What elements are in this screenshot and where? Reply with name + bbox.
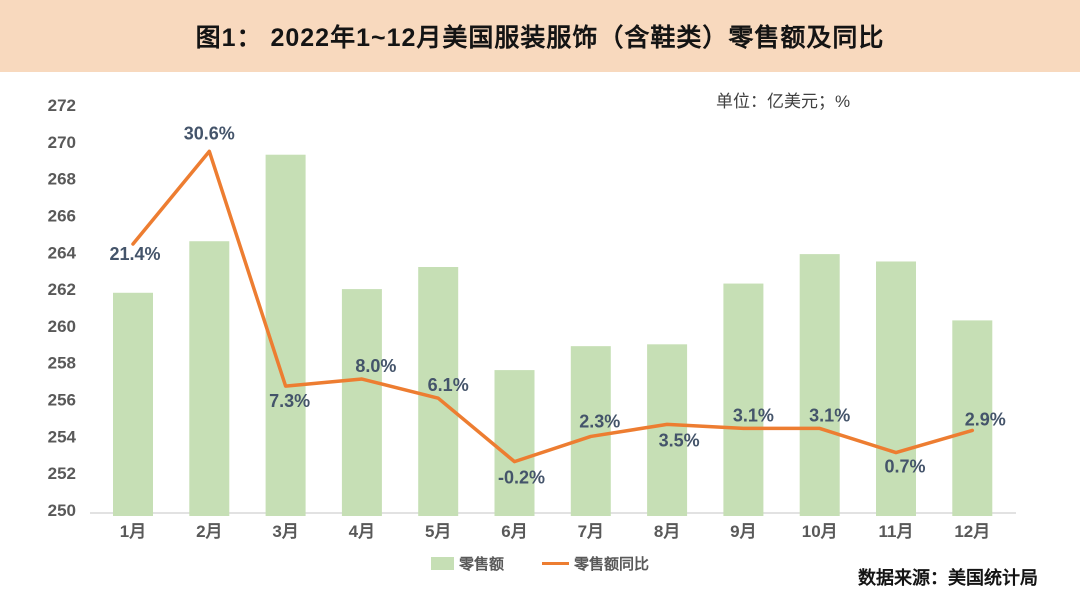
yoy-label-7月: 2.3% (579, 411, 620, 431)
bar-12月 (952, 320, 993, 516)
chart-title: 图1： 2022年1~12月美国服装服饰（含鞋类）零售额及同比 (195, 24, 885, 52)
yoy-label-11月: 0.7% (884, 457, 925, 477)
chart-header: 图1： 2022年1~12月美国服装服饰（含鞋类）零售额及同比 (0, 0, 1080, 72)
legend-bar-label: 零售额 (458, 555, 504, 573)
y-tick-label-258: 258 (48, 354, 76, 373)
y-tick-label-264: 264 (48, 243, 77, 262)
legend-line-swatch-icon (542, 561, 569, 565)
x-tick-label-1月: 1月 (120, 522, 146, 541)
y-tick-label-250: 250 (48, 501, 76, 520)
bar-1月 (113, 292, 153, 516)
yoy-label-3月: 7.3% (269, 391, 310, 411)
x-tick-label-5月: 5月 (425, 522, 451, 541)
bar-2月 (189, 241, 230, 516)
y-tick-label-256: 256 (48, 391, 76, 410)
yoy-line (131, 149, 975, 464)
x-tick-label-7月: 7月 (578, 522, 604, 541)
yoy-label-8月: 3.5% (659, 430, 700, 450)
y-tick-label-252: 252 (48, 464, 76, 483)
bar-5月 (418, 267, 459, 516)
y-tick-label-268: 268 (48, 170, 76, 189)
legend-item-retail: 零售额 (430, 553, 504, 574)
y-tick-label-260: 260 (48, 317, 76, 336)
x-tick-label-3月: 3月 (272, 522, 298, 541)
bar-7月 (570, 346, 611, 516)
bar-3月 (265, 154, 306, 517)
data-source: 数据来源：美国统计局 (858, 568, 1038, 588)
yoy-label-4月: 8.0% (355, 356, 396, 376)
legend-item-yoy: 零售额同比 (542, 553, 649, 574)
legend-line-label: 零售额同比 (574, 555, 650, 573)
bar-6月 (494, 370, 535, 516)
x-tick-label-6月: 6月 (501, 522, 527, 541)
y-tick-label-266: 266 (48, 206, 76, 225)
x-tick-label-9月: 9月 (730, 522, 756, 541)
yoy-label-9月: 3.1% (733, 405, 774, 425)
unit-label: 单位：亿美元；% (716, 92, 851, 111)
x-tick-label-4月: 4月 (349, 522, 375, 541)
legend-bar-swatch-icon (430, 556, 454, 570)
bar-10月 (799, 254, 840, 516)
x-tick-label-8月: 8月 (654, 522, 680, 541)
bar-4月 (341, 289, 382, 516)
x-tick-label-11月: 11月 (879, 522, 914, 541)
x-tick-label-10月: 10月 (802, 522, 838, 541)
yoy-label-6月: -0.2% (498, 468, 545, 488)
bar-11月 (876, 261, 916, 516)
yoy-label-12月: 2.9% (965, 409, 1006, 429)
bar-9月 (723, 283, 764, 516)
yoy-label-5月: 6.1% (428, 375, 469, 395)
chart-legend: 零售额 零售额同比 (0, 552, 1080, 574)
yoy-label-10月: 3.1% (809, 405, 850, 425)
yoy-label-2月: 30.6% (184, 123, 235, 143)
x-tick-label-12月: 12月 (954, 522, 990, 541)
y-tick-label-262: 262 (48, 280, 76, 299)
yoy-label-1月: 21.4% (109, 244, 160, 264)
y-tick-label-272: 272 (48, 96, 76, 115)
y-tick-label-270: 270 (48, 133, 76, 152)
x-tick-label-2月: 2月 (196, 522, 222, 541)
y-tick-label-254: 254 (48, 427, 77, 446)
bar-8月 (647, 344, 688, 516)
